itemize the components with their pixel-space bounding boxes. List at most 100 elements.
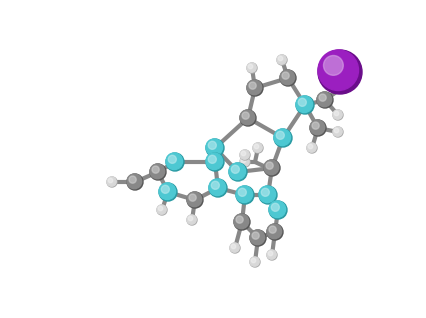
Circle shape <box>246 80 262 96</box>
Circle shape <box>336 83 345 92</box>
Circle shape <box>297 98 305 106</box>
Circle shape <box>273 129 290 146</box>
Circle shape <box>253 144 258 149</box>
Circle shape <box>152 166 159 173</box>
Circle shape <box>332 110 341 119</box>
Circle shape <box>107 177 117 187</box>
Circle shape <box>230 243 239 252</box>
Circle shape <box>249 257 259 266</box>
Circle shape <box>271 203 279 211</box>
Circle shape <box>276 55 286 65</box>
Circle shape <box>317 50 358 91</box>
Circle shape <box>187 192 202 208</box>
Circle shape <box>242 112 249 119</box>
Circle shape <box>309 120 325 136</box>
Circle shape <box>211 181 219 189</box>
Circle shape <box>316 92 331 107</box>
Circle shape <box>317 50 361 94</box>
Circle shape <box>187 215 196 225</box>
Circle shape <box>239 110 256 126</box>
Circle shape <box>323 56 343 75</box>
Circle shape <box>241 151 245 156</box>
Circle shape <box>150 164 166 180</box>
Circle shape <box>306 143 316 153</box>
Circle shape <box>228 163 245 180</box>
Circle shape <box>127 174 141 189</box>
Circle shape <box>208 179 225 196</box>
Circle shape <box>208 141 216 149</box>
Circle shape <box>263 160 279 176</box>
Circle shape <box>241 158 245 163</box>
Circle shape <box>261 188 269 196</box>
Circle shape <box>259 186 276 204</box>
Circle shape <box>273 129 291 147</box>
Circle shape <box>279 70 295 86</box>
Circle shape <box>157 205 167 215</box>
Circle shape <box>158 183 175 200</box>
Circle shape <box>332 127 341 136</box>
Circle shape <box>306 143 316 152</box>
Circle shape <box>248 64 252 69</box>
Circle shape <box>238 188 246 196</box>
Circle shape <box>236 186 252 203</box>
Circle shape <box>334 128 338 133</box>
Circle shape <box>268 201 285 218</box>
Circle shape <box>166 153 184 171</box>
Circle shape <box>311 122 319 129</box>
Circle shape <box>268 201 286 219</box>
Circle shape <box>251 232 259 239</box>
Circle shape <box>246 63 256 73</box>
Circle shape <box>337 84 342 89</box>
Circle shape <box>166 153 182 169</box>
Circle shape <box>239 157 249 167</box>
Circle shape <box>189 194 196 201</box>
Circle shape <box>231 244 235 249</box>
Circle shape <box>309 120 324 135</box>
Circle shape <box>253 143 262 153</box>
Circle shape <box>239 110 254 125</box>
Circle shape <box>266 250 276 260</box>
Circle shape <box>233 214 248 229</box>
Circle shape <box>157 205 166 214</box>
Circle shape <box>231 165 239 173</box>
Circle shape <box>208 179 227 197</box>
Circle shape <box>316 92 332 108</box>
Circle shape <box>239 150 249 159</box>
Circle shape <box>279 70 294 85</box>
Circle shape <box>278 56 282 61</box>
Circle shape <box>187 215 196 224</box>
Circle shape <box>266 224 282 240</box>
Circle shape <box>268 226 276 233</box>
Circle shape <box>249 230 264 245</box>
Circle shape <box>334 111 338 116</box>
Circle shape <box>318 94 325 101</box>
Circle shape <box>253 143 262 152</box>
Circle shape <box>230 243 239 253</box>
Circle shape <box>108 178 112 183</box>
Circle shape <box>281 72 288 79</box>
Circle shape <box>266 224 281 239</box>
Circle shape <box>236 186 253 204</box>
Circle shape <box>332 127 342 137</box>
Circle shape <box>276 131 284 139</box>
Circle shape <box>250 258 255 263</box>
Circle shape <box>168 155 176 163</box>
Circle shape <box>295 96 313 114</box>
Circle shape <box>107 177 116 186</box>
Circle shape <box>276 55 285 64</box>
Circle shape <box>248 82 256 89</box>
Circle shape <box>246 80 261 95</box>
Circle shape <box>208 155 216 163</box>
Circle shape <box>161 185 169 193</box>
Circle shape <box>205 139 224 157</box>
Circle shape <box>239 157 249 166</box>
Circle shape <box>249 257 259 267</box>
Circle shape <box>263 160 278 175</box>
Circle shape <box>158 183 177 201</box>
Circle shape <box>205 153 224 171</box>
Circle shape <box>265 162 273 169</box>
Circle shape <box>236 216 243 223</box>
Circle shape <box>205 153 222 169</box>
Circle shape <box>308 144 312 149</box>
Circle shape <box>228 163 246 181</box>
